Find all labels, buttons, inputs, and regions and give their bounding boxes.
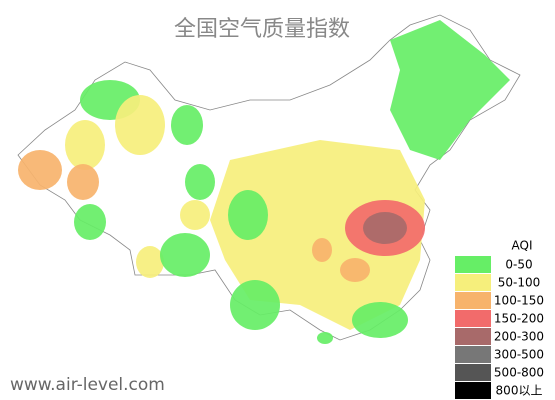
china-map xyxy=(17,14,521,344)
legend-swatch xyxy=(455,382,491,399)
region xyxy=(65,120,105,170)
region xyxy=(136,246,164,278)
legend-label: 500-800 xyxy=(494,366,544,380)
region xyxy=(230,280,280,330)
legend-label: 150-200 xyxy=(494,312,544,326)
region xyxy=(67,164,99,200)
legend-label: 50-100 xyxy=(498,276,541,290)
legend-swatch xyxy=(455,256,491,273)
legend-swatch xyxy=(455,364,491,381)
region xyxy=(228,190,268,240)
legend-swatch xyxy=(455,274,491,291)
region xyxy=(171,105,203,145)
legend-label: 300-500 xyxy=(494,348,544,362)
region xyxy=(352,302,408,338)
legend: AQI 0-50 50-100 100-150 150-200 200-300 300-5… xyxy=(452,236,548,399)
region xyxy=(340,258,370,282)
legend-title: AQI xyxy=(512,239,533,253)
aqi-regions xyxy=(18,20,510,344)
region xyxy=(317,332,333,344)
legend-label: 100-150 xyxy=(494,294,544,308)
watermark: www.air-level.com xyxy=(10,375,165,395)
region xyxy=(312,238,332,262)
legend-label: 200-300 xyxy=(494,330,544,344)
region xyxy=(74,204,106,240)
region xyxy=(390,20,510,160)
region xyxy=(363,212,407,244)
legend-swatch xyxy=(455,310,491,327)
region xyxy=(115,95,165,155)
legend-label: 0-50 xyxy=(505,258,532,272)
region xyxy=(185,164,215,200)
legend-swatch xyxy=(455,328,491,345)
region xyxy=(160,233,210,277)
region xyxy=(18,150,62,190)
legend-swatch xyxy=(455,346,491,363)
legend-swatch xyxy=(455,292,491,309)
region xyxy=(180,200,210,230)
legend-label: 800以上 xyxy=(496,384,543,398)
map-title: 全国空气质量指数 xyxy=(174,17,350,42)
